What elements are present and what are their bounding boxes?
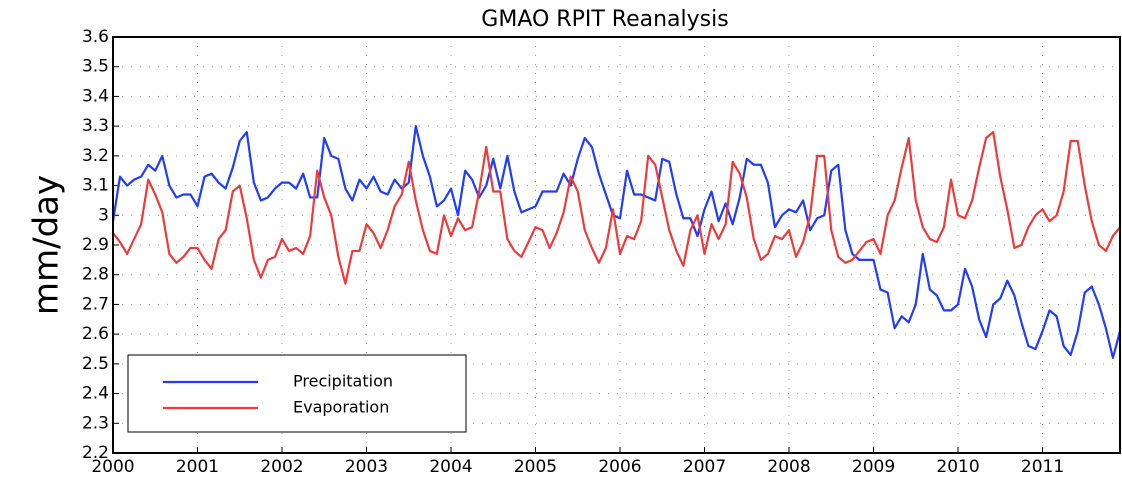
chart-title: GMAO RPIT Reanalysis [481, 7, 728, 32]
x-tick-label: 2006 [598, 457, 641, 477]
x-tick-label: 2001 [176, 457, 219, 477]
x-tick-label: 2005 [514, 457, 557, 477]
x-tick-label: 2004 [429, 457, 472, 477]
y-tick-label: 3.2 [82, 146, 109, 166]
y-tick-label: 3 [98, 205, 109, 225]
y-tick-label: 2.7 [82, 294, 109, 314]
series-line [111, 125, 1122, 360]
x-tick-label: 2009 [852, 457, 895, 477]
series-line [112, 130, 1121, 285]
y-tick-label: 2.5 [82, 354, 109, 374]
y-tick-label: 2.9 [82, 235, 109, 255]
y-tick-label: 3.1 [82, 176, 109, 196]
y-tick-label: 3.3 [82, 116, 109, 136]
y-tick-label: 2.2 [82, 443, 109, 463]
y-tick-label: 3.4 [82, 86, 109, 106]
y-axis-label: mm/day [27, 175, 67, 315]
x-tick-label: 2007 [683, 457, 726, 477]
x-tick-label: 2003 [345, 457, 388, 477]
x-tick-label: 2011 [1021, 457, 1064, 477]
legend-box [127, 354, 467, 433]
y-tick-label: 2.4 [82, 384, 109, 404]
x-tick-label: 2010 [936, 457, 979, 477]
y-tick-label: 2.8 [82, 265, 109, 285]
y-tick-label: 2.3 [82, 413, 109, 433]
y-tick-label: 2.6 [82, 324, 109, 344]
plot-frame [112, 36, 1121, 454]
x-tick-label: 2000 [91, 457, 134, 477]
legend-label: Precipitation [293, 372, 393, 391]
y-tick-label: 3.5 [82, 57, 109, 77]
x-tick-label: 2002 [260, 457, 303, 477]
x-tick-label: 2008 [767, 457, 810, 477]
legend-label: Evaporation [293, 398, 389, 417]
y-tick-label: 3.6 [82, 27, 109, 47]
